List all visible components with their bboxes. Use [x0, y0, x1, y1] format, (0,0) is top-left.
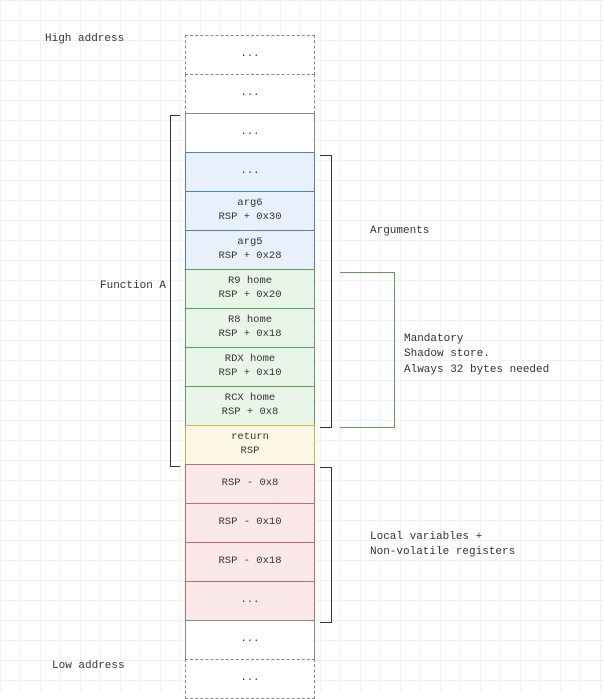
- stack-cell-0: ...: [185, 35, 315, 75]
- stack-cell-10: returnRSP: [185, 425, 315, 465]
- cell-line1: ...: [241, 165, 260, 179]
- cell-line1: RSP - 0x18: [218, 555, 281, 569]
- stack-cell-13: RSP - 0x18: [185, 542, 315, 582]
- cell-line2: RSP + 0x18: [218, 328, 281, 342]
- locals-label: Local variables + Non-volatile registers: [370, 530, 515, 561]
- stack-cell-7: R8 homeRSP + 0x18: [185, 308, 315, 348]
- cell-line1: arg6: [237, 197, 262, 211]
- bracket-arguments: [320, 155, 332, 428]
- cell-line1: ...: [241, 594, 260, 608]
- cell-line1: ...: [241, 672, 260, 686]
- cell-line1: ...: [241, 87, 260, 101]
- stack-cell-16: ...: [185, 659, 315, 699]
- stack-cell-14: ...: [185, 581, 315, 621]
- cell-line2: RSP + 0x28: [218, 250, 281, 264]
- stack-cell-9: RCX homeRSP + 0x8: [185, 386, 315, 426]
- stack-cell-12: RSP - 0x10: [185, 503, 315, 543]
- high-address-label: High address: [45, 33, 124, 45]
- cell-line1: arg5: [237, 236, 262, 250]
- cell-line1: return: [231, 431, 269, 445]
- bracket-shadow-store: [340, 272, 395, 428]
- low-address-label: Low address: [52, 660, 125, 672]
- cell-line1: ...: [241, 126, 260, 140]
- locals-line1: Local variables +: [370, 530, 515, 545]
- stack-cell-8: RDX homeRSP + 0x10: [185, 347, 315, 387]
- cell-line2: RSP + 0x8: [222, 406, 279, 420]
- stack-cell-6: R9 homeRSP + 0x20: [185, 269, 315, 309]
- cell-line2: RSP + 0x20: [218, 289, 281, 303]
- cell-line1: RSP - 0x8: [222, 477, 279, 491]
- arguments-label: Arguments: [370, 225, 429, 237]
- stack-cell-2: ...: [185, 113, 315, 153]
- cell-line1: R8 home: [228, 314, 272, 328]
- cell-line1: RDX home: [225, 353, 275, 367]
- bracket-locals: [320, 467, 332, 623]
- bracket-function-a: [170, 115, 180, 467]
- cell-line2: RSP + 0x30: [218, 211, 281, 225]
- cell-line1: ...: [241, 48, 260, 62]
- stack-cell-3: ...: [185, 152, 315, 192]
- shadow-line3: Always 32 bytes needed: [404, 363, 549, 378]
- shadow-line1: Mandatory: [404, 332, 549, 347]
- function-a-label: Function A: [100, 280, 166, 292]
- cell-line2: RSP + 0x10: [218, 367, 281, 381]
- cell-line1: ...: [241, 633, 260, 647]
- locals-line2: Non-volatile registers: [370, 545, 515, 560]
- cell-line1: R9 home: [228, 275, 272, 289]
- shadow-line2: Shadow store.: [404, 347, 549, 362]
- stack-cell-4: arg6RSP + 0x30: [185, 191, 315, 231]
- stack-cell-5: arg5RSP + 0x28: [185, 230, 315, 270]
- cell-line1: RCX home: [225, 392, 275, 406]
- shadow-store-label: Mandatory Shadow store. Always 32 bytes …: [404, 332, 549, 378]
- cell-line2: RSP: [241, 445, 260, 459]
- stack-column: ............arg6RSP + 0x30arg5RSP + 0x28…: [185, 36, 315, 699]
- stack-cell-15: ...: [185, 620, 315, 660]
- stack-cell-1: ...: [185, 74, 315, 114]
- stack-cell-11: RSP - 0x8: [185, 464, 315, 504]
- cell-line1: RSP - 0x10: [218, 516, 281, 530]
